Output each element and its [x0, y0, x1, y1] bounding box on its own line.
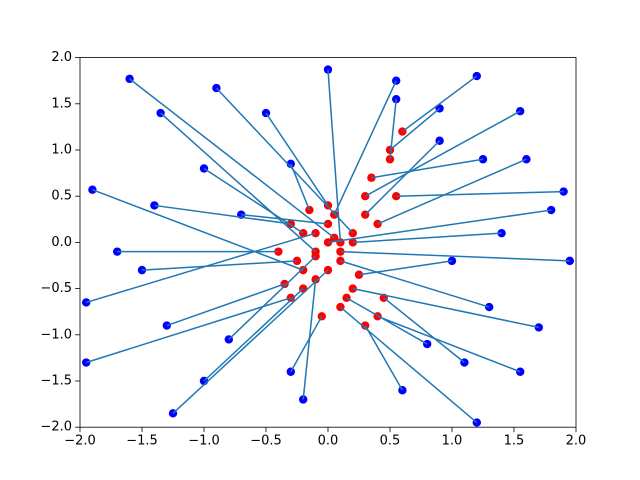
- connector-line: [265, 112, 329, 206]
- y-tick-label: −0.5: [40, 281, 72, 296]
- x-tick-label: −0.5: [250, 434, 282, 449]
- connector-line: [340, 260, 490, 308]
- connector-line: [339, 306, 478, 424]
- plot-area: [82, 65, 574, 427]
- y-tick-label: −1.5: [40, 374, 72, 389]
- connector-line: [340, 250, 570, 262]
- connector-line: [401, 75, 478, 133]
- y-tick-label: 2.0: [51, 50, 72, 65]
- y-tick-label: 1.0: [51, 143, 72, 158]
- connector-line: [160, 112, 317, 253]
- connector-line: [327, 209, 552, 244]
- y-tick-label: −2.0: [40, 420, 72, 435]
- connector-line: [154, 204, 291, 225]
- point: [336, 256, 345, 266]
- connector-line: [290, 163, 311, 211]
- point: [367, 173, 376, 182]
- x-tick-label: 0.0: [318, 434, 339, 449]
- connector-line: [85, 297, 292, 364]
- x-tick-label: 1.0: [442, 434, 463, 449]
- connector-line: [377, 315, 521, 373]
- connector-line: [333, 80, 397, 215]
- connector-line: [364, 325, 404, 391]
- connector-line: [389, 107, 441, 151]
- connector-line: [172, 269, 329, 414]
- x-tick-label: −2.0: [64, 434, 96, 449]
- y-tick-label: −1.0: [40, 327, 72, 342]
- connector-line: [352, 287, 539, 329]
- x-tick-label: 2.0: [566, 434, 587, 449]
- connector-line: [215, 87, 354, 234]
- connector-line: [92, 189, 304, 271]
- connector-line: [203, 288, 304, 382]
- connector-line: [290, 315, 323, 373]
- connector-line: [383, 297, 465, 364]
- connector-line: [241, 213, 329, 225]
- connector-line: [352, 232, 502, 244]
- connector-line: [396, 190, 564, 197]
- connector-line: [85, 232, 316, 304]
- connector-line: [377, 158, 527, 225]
- connector-line: [327, 69, 342, 243]
- point: [336, 247, 345, 256]
- connector-line: [203, 167, 304, 234]
- point: [348, 284, 357, 293]
- x-tick-label: −1.5: [126, 434, 158, 449]
- connector-line: [346, 297, 428, 345]
- y-tick-label: 0.0: [51, 235, 72, 250]
- point: [342, 293, 351, 303]
- point: [286, 293, 295, 303]
- connector-line: [129, 78, 335, 239]
- connector-line: [364, 140, 441, 216]
- connector-line: [371, 158, 484, 179]
- y-tick-label: 1.5: [51, 96, 72, 111]
- connector-line: [228, 255, 317, 340]
- connector-line: [166, 283, 285, 327]
- y-tick-label: 0.5: [51, 189, 72, 204]
- connector-line: [364, 110, 521, 197]
- x-tick-label: 0.5: [380, 434, 401, 449]
- x-tick-label: 1.5: [504, 434, 525, 449]
- connector-line: [141, 260, 298, 271]
- point: [373, 219, 382, 229]
- connector-line: [358, 260, 453, 276]
- x-tick-label: −1.0: [188, 434, 220, 449]
